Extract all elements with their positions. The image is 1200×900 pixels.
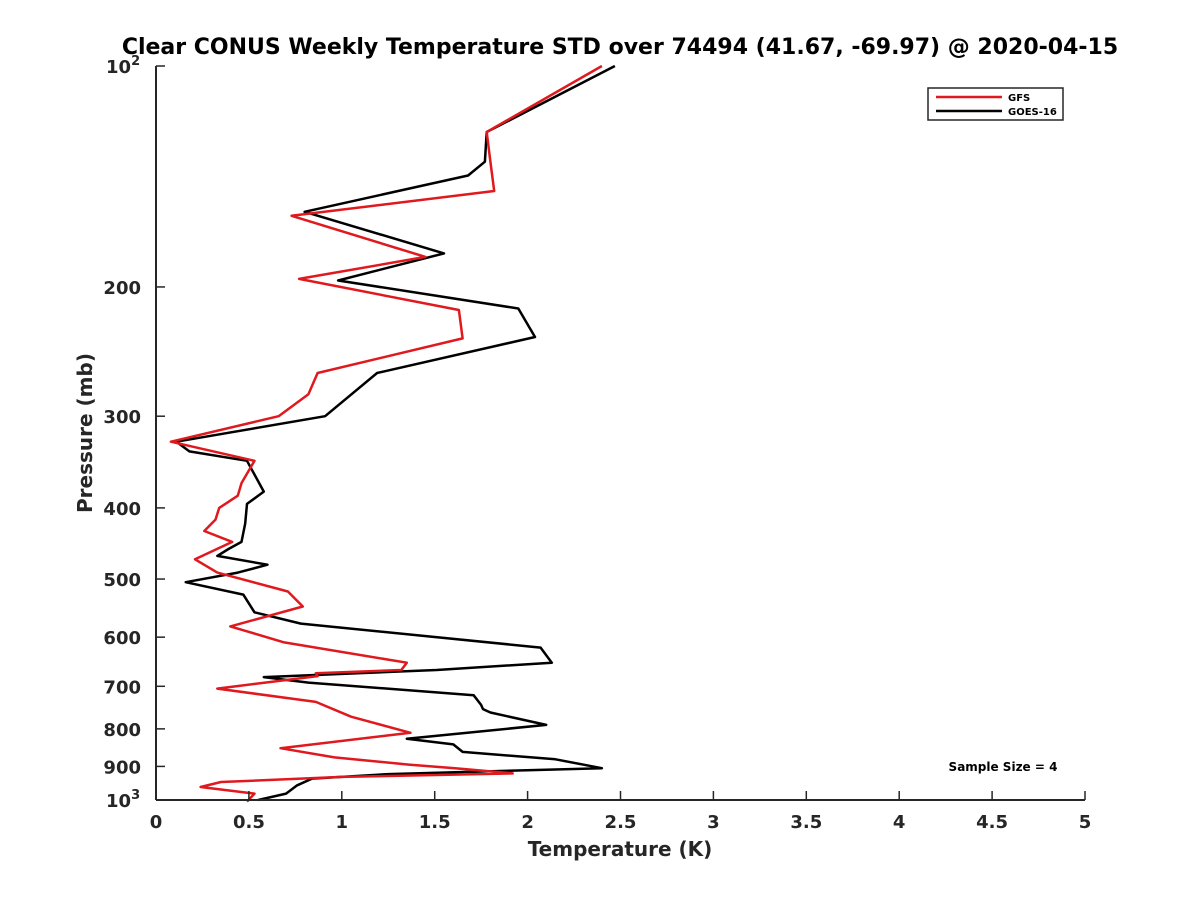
chart-title: Clear CONUS Weekly Temperature STD over … (122, 35, 1118, 60)
x-tick-label: 3.5 (790, 812, 822, 833)
series-line-goes16 (175, 64, 616, 802)
y-tick-label: 200 (103, 278, 141, 299)
legend-label-goes16: GOES-16 (1008, 107, 1057, 118)
x-tick-label: 3 (707, 812, 720, 833)
x-tick-label: 4.5 (976, 812, 1008, 833)
x-tick-label: 2 (521, 812, 534, 833)
x-tick-label: 0 (150, 812, 163, 833)
y-tick-label: 800 (103, 720, 141, 741)
plot-area (156, 66, 1085, 800)
x-axis-label: Temperature (K) (528, 837, 713, 861)
legend-box (927, 87, 1064, 121)
y-tick-label: 700 (103, 677, 141, 698)
y-tick-label: 500 (103, 570, 141, 591)
x-tick-label: 1 (336, 812, 349, 833)
y-tick-label: 103 (106, 788, 140, 812)
x-tick-label: 0.5 (233, 812, 265, 833)
y-tick-label: 400 (103, 499, 141, 520)
series-layer (169, 64, 616, 803)
y-axis-label: Pressure (mb) (73, 353, 97, 513)
sample-size-annotation: Sample Size = 4 (949, 760, 1058, 774)
plot-background (156, 66, 1085, 800)
y-tick-label: 900 (103, 757, 141, 778)
x-axis-ticks: 0 0.5 1 1.5 2 2.5 3 3.5 4 4.5 5 (150, 791, 1092, 833)
x-tick-label: 4 (893, 812, 906, 833)
y-tick-label: 300 (103, 407, 141, 428)
legend: GFS GOES-16 (927, 87, 1064, 121)
series-line-gfs (169, 64, 603, 803)
x-tick-label: 1.5 (419, 812, 451, 833)
legend-label-gfs: GFS (1008, 93, 1030, 104)
x-tick-label: 5 (1079, 812, 1092, 833)
y-tick-label: 600 (103, 628, 141, 649)
x-tick-label: 2.5 (605, 812, 637, 833)
